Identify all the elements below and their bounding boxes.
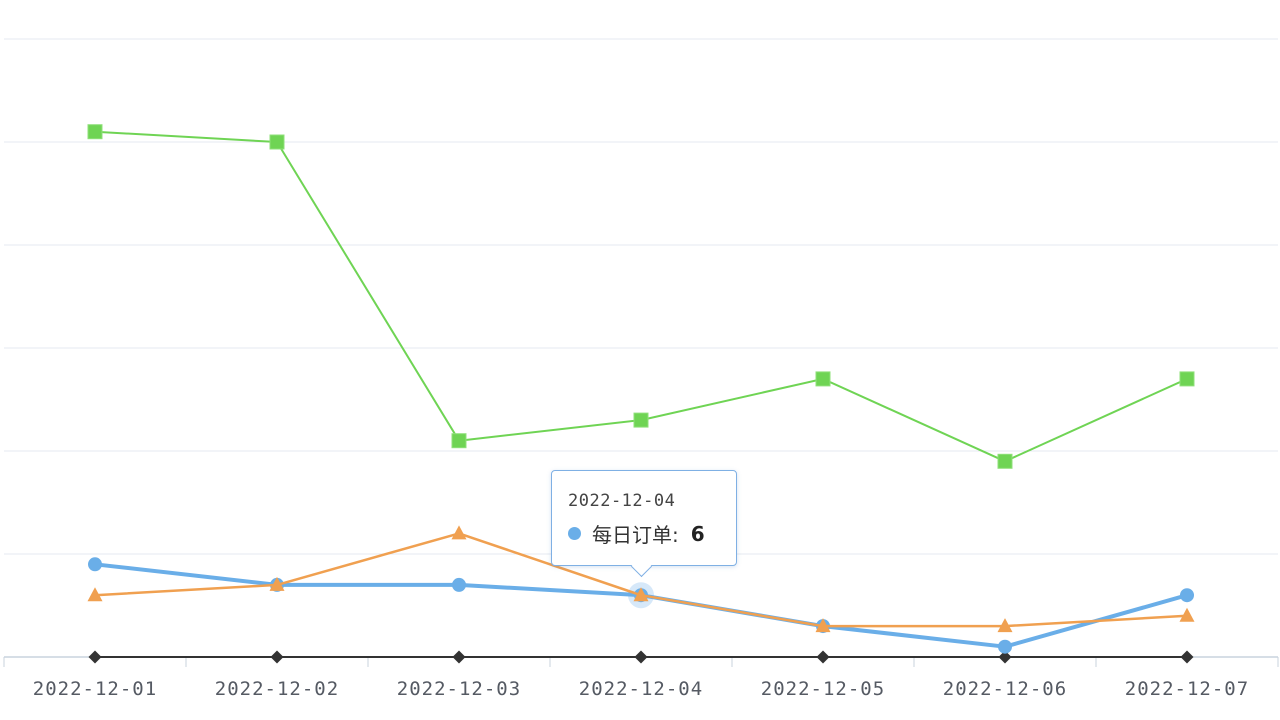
data-point-diamond: [452, 650, 466, 664]
x-tick-label: 2022-12-03: [397, 678, 521, 700]
x-tick-label: 2022-12-04: [579, 678, 703, 700]
data-point-triangle: [87, 587, 103, 602]
data-point-square: [633, 412, 649, 428]
data-point-triangle: [633, 587, 649, 602]
data-point-triangle: [451, 525, 467, 540]
x-tick-labels: 2022-12-01 2022-12-02 2022-12-03 2022-12-04…: [33, 678, 1249, 700]
x-tick-label: 2022-12-01: [33, 678, 157, 700]
x-tick-label: 2022-12-07: [1125, 678, 1249, 700]
data-point-diamond: [634, 650, 648, 664]
tooltip-series-dot: [568, 527, 581, 540]
tooltip-label: 每日订单:: [592, 523, 679, 547]
data-point-square: [815, 371, 831, 387]
data-point-diamond: [998, 650, 1012, 664]
data-point-diamond: [1180, 650, 1194, 664]
data-point-diamond: [88, 650, 102, 664]
data-point-circle: [1180, 588, 1194, 603]
x-tick-label: 2022-12-06: [943, 678, 1067, 700]
series-layer: [87, 124, 1195, 664]
tooltip-value: 6: [690, 521, 705, 546]
data-point-circle: [88, 557, 102, 572]
x-tick-label: 2022-12-05: [761, 678, 885, 700]
series-triangle: [87, 525, 1195, 633]
series-line: [94, 130, 1188, 463]
data-point-square: [269, 134, 285, 150]
x-tick-label: 2022-12-02: [215, 678, 339, 700]
tooltip: 2022-12-04 每日订单: 6: [551, 470, 737, 578]
data-point-square: [1179, 371, 1195, 387]
data-point-square: [87, 124, 103, 140]
tooltip-row: 每日订单: 6: [568, 519, 705, 548]
tooltip-date: 2022-12-04: [568, 491, 676, 511]
data-point-circle: [452, 577, 466, 592]
series-square: [87, 124, 1195, 469]
data-point-triangle: [815, 618, 831, 633]
series-diamond: [88, 650, 1194, 664]
data-point-diamond: [270, 650, 284, 664]
data-point-diamond: [816, 650, 830, 664]
data-point-triangle: [269, 576, 285, 591]
data-point-square: [997, 453, 1013, 469]
data-point-triangle: [1179, 607, 1195, 622]
data-point-triangle: [997, 618, 1013, 633]
data-point-circle: [998, 639, 1012, 654]
grid-lines: [4, 38, 1278, 555]
data-point-square: [451, 433, 467, 449]
